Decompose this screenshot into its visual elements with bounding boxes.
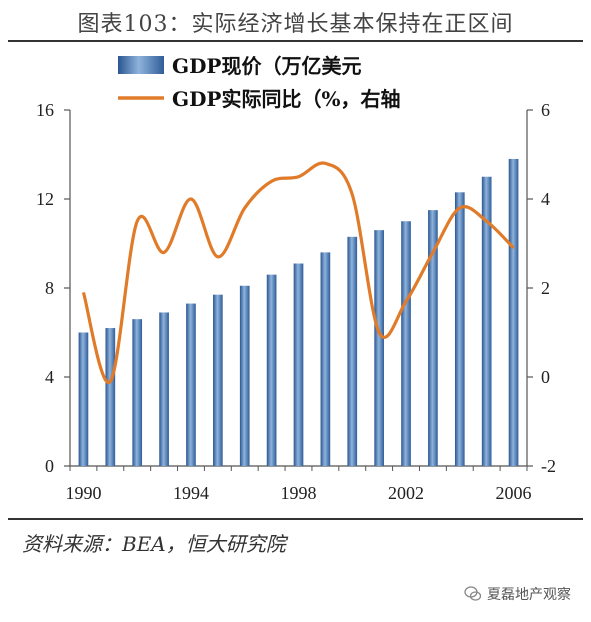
bar — [159, 312, 169, 466]
right-tick-label: 4 — [541, 189, 550, 209]
x-tick-label: 1994 — [173, 483, 209, 503]
tick-labels: 0 4 8 12 16 -2 0 2 4 6 1990 1994 1998 2002 2006 — [36, 100, 556, 503]
x-tick-label: 2006 — [496, 483, 532, 503]
bar — [78, 332, 89, 466]
x-tick-label: 2002 — [388, 483, 424, 503]
bar — [105, 328, 116, 466]
title-rule — [8, 40, 583, 42]
bar — [347, 236, 358, 466]
bar — [239, 285, 250, 466]
legend-bar-swatch — [118, 56, 164, 74]
bar — [508, 158, 519, 466]
chart: GDP现价（万亿美元 GDP实际同比（%，右轴 0 4 8 12 16 -2 0 2 4 6 1990… — [36, 54, 556, 503]
bar — [293, 263, 304, 466]
bar — [186, 303, 196, 466]
bar — [132, 319, 143, 466]
bar — [213, 294, 223, 466]
line-series — [81, 161, 515, 384]
source-note: 资料来源：BEA，恒大研究院 — [22, 532, 286, 556]
watermark-text: 夏磊地产观察 — [487, 587, 571, 603]
x-tick-label: 1998 — [281, 483, 317, 503]
left-tick-label: 4 — [45, 367, 54, 387]
bar-series — [78, 158, 519, 466]
wechat-icon — [464, 586, 482, 601]
axes — [64, 109, 533, 471]
watermark: 夏磊地产观察 — [464, 584, 571, 604]
chart-title: 图表103：实际经济增长基本保持在正区间 — [77, 12, 514, 37]
right-tick-label: -2 — [541, 456, 556, 476]
source-rule — [8, 518, 583, 520]
right-tick-label: 6 — [541, 100, 550, 120]
bar — [454, 192, 465, 466]
legend-line-label: GDP实际同比（%，右轴 — [172, 87, 400, 111]
left-tick-label: 12 — [36, 189, 54, 209]
bar — [428, 210, 438, 466]
right-tick-label: 2 — [541, 278, 550, 298]
bar — [266, 274, 277, 466]
right-tick-label: 0 — [541, 367, 550, 387]
left-tick-label: 8 — [45, 278, 54, 298]
x-tick-label: 1990 — [65, 483, 101, 503]
bar — [374, 230, 384, 466]
legend: GDP现价（万亿美元 GDP实际同比（%，右轴 — [118, 54, 400, 111]
bar — [320, 252, 331, 466]
gdp-real-growth-line — [81, 161, 515, 384]
left-tick-label: 16 — [36, 100, 54, 120]
legend-bar-label: GDP现价（万亿美元 — [172, 54, 361, 78]
bar — [481, 176, 492, 466]
left-tick-label: 0 — [45, 456, 54, 476]
bar — [401, 221, 411, 466]
